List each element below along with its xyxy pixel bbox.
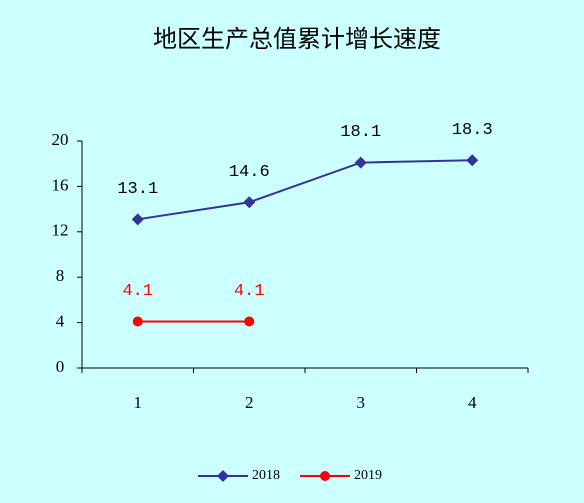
- data-label: 13.1: [117, 180, 158, 199]
- y-tick-label: 16: [52, 175, 69, 194]
- point: [243, 196, 256, 209]
- legend-label: 2019: [354, 468, 382, 483]
- data-label: 18.3: [452, 121, 493, 140]
- x-tick-label: 4: [468, 393, 477, 412]
- data-label: 4.1: [234, 282, 265, 301]
- data-label: 14.6: [229, 163, 270, 182]
- point: [131, 213, 144, 226]
- point: [354, 156, 367, 169]
- point: [132, 316, 143, 327]
- legend-label: 2018: [252, 468, 280, 483]
- point: [244, 316, 255, 327]
- y-tick-label: 20: [52, 130, 69, 149]
- legend-marker: [320, 471, 330, 481]
- y-tick-label: 8: [56, 266, 65, 285]
- point: [466, 154, 479, 167]
- data-label: 4.1: [122, 282, 153, 301]
- data-label: 18.1: [340, 123, 381, 142]
- y-tick-label: 4: [56, 312, 65, 331]
- x-tick-label: 1: [134, 393, 143, 412]
- y-tick-label: 0: [56, 357, 65, 376]
- y-tick-label: 12: [52, 221, 69, 240]
- legend-marker: [217, 470, 229, 482]
- chart-title: 地区生产总值累计增长速度: [153, 25, 441, 53]
- x-tick-label: 3: [357, 393, 366, 412]
- series-line: [137, 159, 473, 221]
- x-tick-label: 2: [245, 393, 254, 412]
